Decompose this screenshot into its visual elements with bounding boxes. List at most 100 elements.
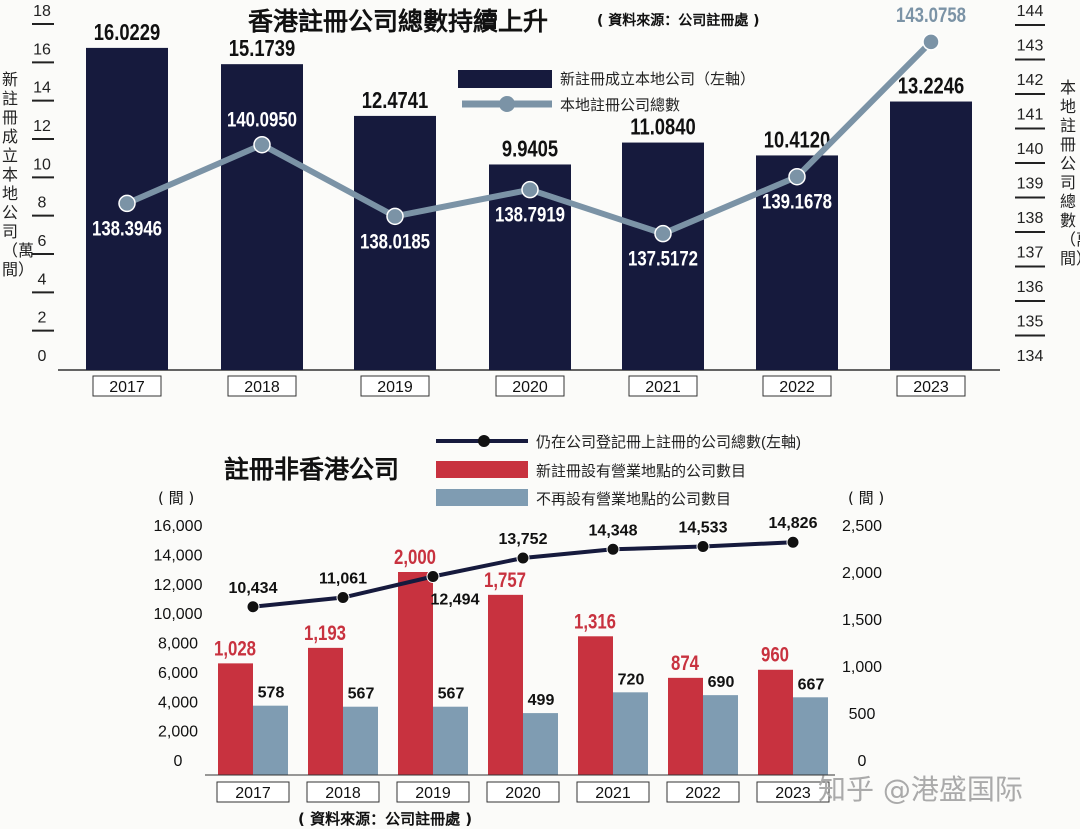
bar-ceased-2019 [433, 706, 468, 775]
right-axis-tick: 2,500 [842, 518, 882, 535]
left-axis-tick: 16,000 [154, 518, 203, 535]
bar-new-nonlocal-2023 [758, 669, 793, 775]
right-axis-tick: 500 [849, 706, 876, 723]
bar-label-red: 960 [761, 644, 789, 667]
right-axis-tick: 137 [1017, 245, 1044, 262]
line-point-2021 [606, 542, 620, 556]
left-axis-tick: 14,000 [154, 547, 203, 564]
left-axis-tick: 6 [38, 233, 47, 250]
bar-new-nonlocal-2019 [398, 572, 433, 775]
bar-new-nonlocal-2017 [218, 663, 253, 775]
line-point-2023 [786, 535, 800, 549]
x-tick-label: 2018 [244, 379, 280, 396]
line-point-2019 [386, 207, 404, 226]
left-axis-tick: 16 [33, 41, 51, 58]
right-axis-tick: 138 [1017, 210, 1044, 227]
x-tick-label: 2021 [595, 785, 631, 802]
line-point-2021 [654, 224, 672, 243]
bar-ceased-2023 [793, 697, 828, 775]
bar-label: 9.9405 [502, 137, 558, 162]
chart2-left-unit: ( 間 ) [158, 489, 195, 507]
x-tick-label: 2018 [325, 785, 361, 802]
bar-label-gray: 499 [528, 692, 555, 709]
left-axis-tick: 10 [33, 156, 51, 173]
line-point-2018 [253, 135, 271, 154]
legend-label-bar: 新註冊成立本地公司（左軸） [560, 71, 755, 88]
bar-ceased-2021 [613, 692, 648, 775]
year-box [306, 781, 380, 803]
line-label: 14,348 [589, 522, 638, 539]
left-axis-tick: 18 [33, 3, 51, 20]
legend-label-line: 仍在公司登記冊上註冊的公司總數(左軸) [536, 433, 801, 451]
line-label: 143.0758 [896, 4, 966, 27]
right-axis-tick: 135 [1017, 314, 1044, 331]
bar-label: 10.4120 [764, 128, 830, 153]
right-axis-tick: 140 [1017, 141, 1044, 158]
left-axis-tick: 4 [38, 271, 47, 288]
bar-label-gray: 567 [438, 686, 465, 703]
line-label: 140.0950 [227, 109, 297, 132]
year-box [628, 375, 698, 397]
right-axis-tick: 142 [1017, 72, 1044, 89]
line-label: 11,061 [319, 571, 367, 588]
legend-swatch-gray [436, 489, 528, 506]
bar-label-gray: 690 [708, 674, 735, 691]
bar-label-red: 1,757 [484, 569, 526, 592]
line-point-2023 [922, 33, 940, 51]
line-label: 14,533 [679, 520, 728, 537]
bar-label-gray: 667 [798, 676, 825, 693]
x-tick-label: 2019 [415, 785, 451, 802]
left-axis-tick: 12 [33, 118, 51, 135]
legend-swatch-bar [458, 70, 552, 88]
bar-label-red: 2,000 [394, 546, 436, 569]
right-axis-tick: 2,000 [842, 565, 882, 582]
left-axis-tick: 0 [174, 753, 183, 770]
x-tick-label: 2020 [512, 379, 548, 396]
year-box [396, 781, 470, 803]
year-box [495, 375, 565, 397]
line-label: 138.3946 [92, 218, 162, 241]
right-axis-tick: 144 [1017, 3, 1044, 20]
left-axis-tick: 2 [38, 310, 47, 327]
line-point-2020 [516, 551, 530, 565]
bar-label: 16.0229 [94, 20, 160, 45]
chart2-right-unit: ( 間 ) [848, 489, 885, 507]
line-point-2020 [521, 180, 539, 199]
line-label: 12,494 [431, 591, 480, 608]
right-axis-tick: 136 [1017, 279, 1044, 296]
right-axis-tick: 1,500 [842, 612, 882, 629]
line-point-2017 [118, 194, 136, 213]
legend-swatch-marker [478, 435, 490, 447]
year-box [576, 781, 650, 803]
line-point-2017 [246, 600, 260, 614]
bar-label: 11.0840 [630, 115, 695, 140]
bar-label-gray: 567 [348, 686, 375, 703]
bar-new-local-2023 [890, 101, 972, 370]
bar-label-red: 1,028 [214, 638, 256, 661]
bar-new-local-2019 [354, 115, 436, 370]
bar-new-local-2021 [622, 142, 704, 370]
left-axis-tick: 2,000 [158, 724, 198, 741]
x-tick-label: 2017 [109, 379, 145, 396]
bar-ceased-2020 [523, 713, 558, 775]
legend-swatch-marker [499, 96, 515, 112]
left-axis-tick: 4,000 [158, 694, 198, 711]
left-axis-tick: 6,000 [158, 665, 198, 682]
bar-new-local-2018 [221, 64, 303, 370]
line-point-2022 [696, 540, 710, 554]
x-tick-label: 2017 [235, 785, 271, 802]
bar-label-gray: 720 [618, 671, 645, 688]
year-box [92, 375, 162, 397]
left-axis-tick: 12,000 [154, 577, 203, 594]
line-label: 14,826 [769, 515, 818, 532]
legend-label-line: 本地註冊公司總數 [560, 96, 680, 114]
year-box [756, 781, 830, 803]
line-label: 138.0185 [360, 231, 430, 254]
line-point-2022 [788, 167, 806, 186]
x-tick-label: 2021 [645, 379, 681, 396]
watermark: 知乎 @港盛国际 [818, 773, 1023, 806]
right-axis-tick: 1,000 [842, 659, 882, 676]
right-axis-tick: 143 [1017, 38, 1044, 55]
chart2-title: 註冊非香港公司 [224, 455, 400, 484]
